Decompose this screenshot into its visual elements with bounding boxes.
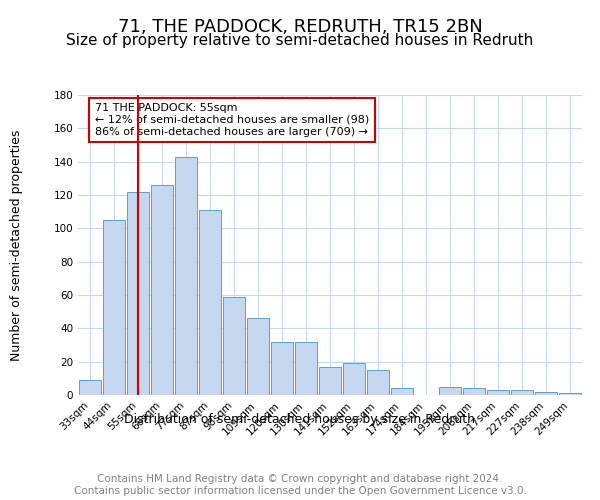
Bar [343,364,365,395]
Bar [319,366,341,395]
Bar [511,390,533,395]
Text: Contains HM Land Registry data © Crown copyright and database right 2024.: Contains HM Land Registry data © Crown c… [97,474,503,484]
Bar [439,386,461,395]
Text: Contains public sector information licensed under the Open Government Licence v3: Contains public sector information licen… [74,486,526,496]
Bar [127,192,149,395]
Bar [559,394,581,395]
Text: Distribution of semi-detached houses by size in Redruth: Distribution of semi-detached houses by … [125,412,476,426]
Text: Size of property relative to semi-detached houses in Redruth: Size of property relative to semi-detach… [67,34,533,48]
Text: 71 THE PADDOCK: 55sqm
← 12% of semi-detached houses are smaller (98)
86% of semi: 71 THE PADDOCK: 55sqm ← 12% of semi-deta… [95,104,369,136]
Y-axis label: Number of semi-detached properties: Number of semi-detached properties [10,130,23,360]
Bar [271,342,293,395]
Bar [103,220,125,395]
Bar [247,318,269,395]
Bar [223,296,245,395]
Text: 71, THE PADDOCK, REDRUTH, TR15 2BN: 71, THE PADDOCK, REDRUTH, TR15 2BN [118,18,482,36]
Bar [151,185,173,395]
Bar [295,342,317,395]
Bar [199,210,221,395]
Bar [487,390,509,395]
Bar [535,392,557,395]
Bar [367,370,389,395]
Bar [175,156,197,395]
Bar [463,388,485,395]
Bar [79,380,101,395]
Bar [391,388,413,395]
